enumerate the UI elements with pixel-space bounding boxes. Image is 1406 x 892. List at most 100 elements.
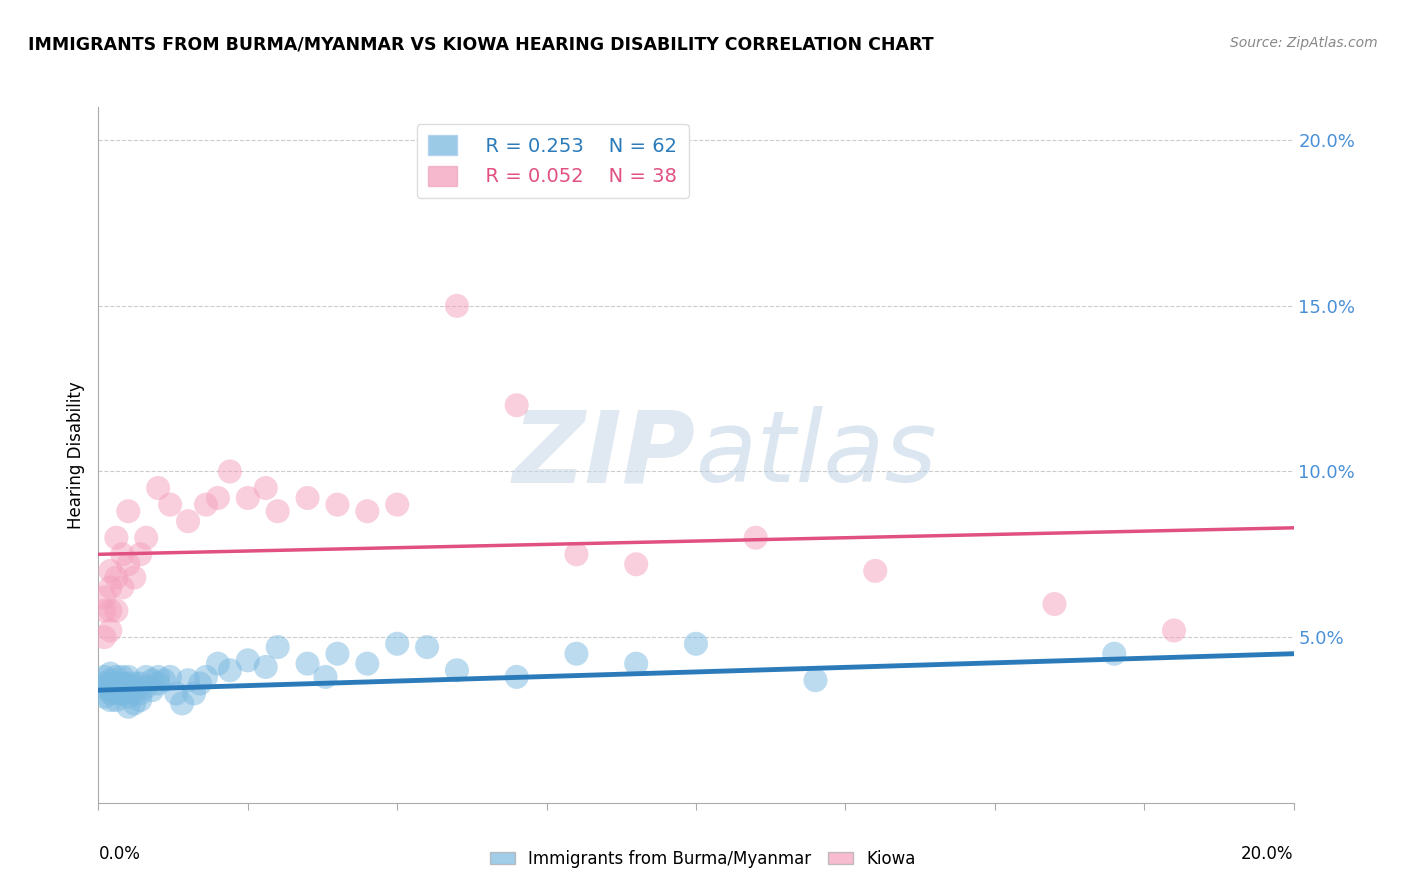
Point <box>1163 624 1185 638</box>
Point <box>416 640 439 654</box>
Point <box>267 640 290 654</box>
Point <box>93 630 115 644</box>
Point <box>124 686 146 700</box>
Point <box>124 676 146 690</box>
Point <box>117 680 139 694</box>
Point <box>865 564 887 578</box>
Point <box>117 558 139 572</box>
Point <box>506 670 529 684</box>
Point <box>98 683 122 698</box>
Y-axis label: Hearing Disability: Hearing Disability <box>66 381 84 529</box>
Point <box>385 637 409 651</box>
Point <box>565 647 588 661</box>
Point <box>506 398 529 412</box>
Point <box>117 504 139 518</box>
Point <box>326 647 349 661</box>
Point <box>148 481 170 495</box>
Point <box>135 670 157 684</box>
Point <box>129 693 152 707</box>
Point <box>177 514 200 528</box>
Point <box>804 673 827 688</box>
Point <box>188 676 211 690</box>
Point <box>254 481 277 495</box>
Point <box>148 676 170 690</box>
Point <box>124 570 146 584</box>
Point <box>93 680 115 694</box>
Point <box>117 690 139 704</box>
Point <box>236 653 259 667</box>
Point <box>172 697 194 711</box>
Point <box>135 680 157 694</box>
Point <box>93 690 115 704</box>
Point <box>207 491 229 505</box>
Point <box>194 670 218 684</box>
Point <box>165 686 187 700</box>
Point <box>219 465 242 479</box>
Point <box>111 547 134 561</box>
Text: ZIP: ZIP <box>513 407 696 503</box>
Point <box>111 581 134 595</box>
Point <box>105 570 128 584</box>
Point <box>98 686 122 700</box>
Point <box>326 498 349 512</box>
Point <box>98 581 122 595</box>
Point <box>98 673 122 688</box>
Point <box>207 657 229 671</box>
Legend:   R = 0.253    N = 62,   R = 0.052    N = 38: R = 0.253 N = 62, R = 0.052 N = 38 <box>416 124 689 198</box>
Point <box>446 663 468 677</box>
Point <box>105 670 128 684</box>
Point <box>624 657 647 671</box>
Point <box>745 531 768 545</box>
Point <box>254 660 277 674</box>
Point <box>98 676 122 690</box>
Point <box>105 676 128 690</box>
Point <box>446 299 468 313</box>
Point <box>183 686 205 700</box>
Point <box>219 663 242 677</box>
Point <box>98 564 122 578</box>
Point <box>93 604 115 618</box>
Point <box>117 676 139 690</box>
Point <box>93 591 115 605</box>
Point <box>297 491 319 505</box>
Point <box>135 531 157 545</box>
Point <box>111 670 134 684</box>
Text: Source: ZipAtlas.com: Source: ZipAtlas.com <box>1230 36 1378 50</box>
Point <box>297 657 319 671</box>
Point <box>105 683 128 698</box>
Point <box>117 670 139 684</box>
Point <box>129 676 152 690</box>
Point <box>98 666 122 681</box>
Point <box>129 547 152 561</box>
Text: atlas: atlas <box>696 407 938 503</box>
Point <box>356 657 378 671</box>
Point <box>148 670 170 684</box>
Point <box>624 558 647 572</box>
Point <box>159 670 181 684</box>
Point <box>385 498 409 512</box>
Point <box>93 670 115 684</box>
Point <box>159 498 181 512</box>
Point <box>105 686 128 700</box>
Point <box>685 637 707 651</box>
Point <box>105 531 128 545</box>
Text: 0.0%: 0.0% <box>98 845 141 863</box>
Point <box>153 673 176 688</box>
Point <box>236 491 259 505</box>
Point <box>141 673 163 688</box>
Point <box>98 604 122 618</box>
Point <box>194 498 218 512</box>
Point <box>315 670 337 684</box>
Point <box>124 697 146 711</box>
Point <box>98 693 122 707</box>
Point <box>267 504 290 518</box>
Point <box>565 547 588 561</box>
Text: 20.0%: 20.0% <box>1241 845 1294 863</box>
Point <box>129 686 152 700</box>
Legend: Immigrants from Burma/Myanmar, Kiowa: Immigrants from Burma/Myanmar, Kiowa <box>484 844 922 875</box>
Point <box>177 673 200 688</box>
Point <box>111 676 134 690</box>
Point <box>141 683 163 698</box>
Point <box>1043 597 1066 611</box>
Point <box>105 604 128 618</box>
